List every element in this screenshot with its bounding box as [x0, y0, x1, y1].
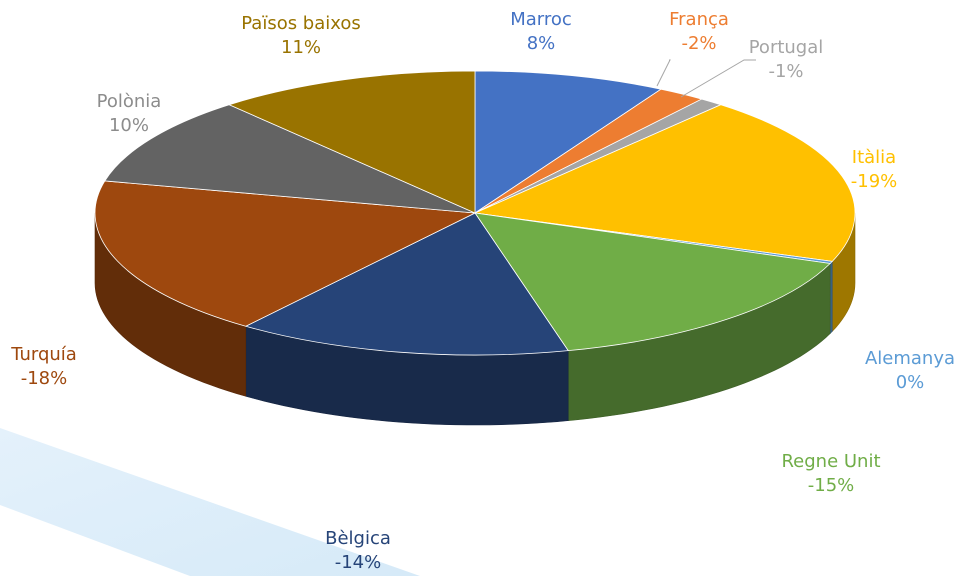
slice-value: 0% — [895, 372, 925, 393]
slice-value: -2% — [681, 33, 717, 54]
data-label-regne-unit: Regne Unit -15% — [781, 450, 880, 498]
slice-value: -18% — [20, 368, 68, 389]
slice-regne-unit — [474, 212, 831, 352]
slice-italia — [473, 104, 856, 262]
slice-value: 10% — [108, 115, 149, 136]
data-label-paisos-baixos: Països baixos 11% — [241, 12, 361, 60]
slice-value: -15% — [807, 475, 855, 496]
slice-name: Bèlgica — [325, 528, 391, 549]
pie-slices — [94, 70, 856, 356]
slice-name: França — [669, 9, 729, 30]
slice-name: Marroc — [510, 9, 572, 30]
leader-line-portugal — [680, 59, 756, 98]
slice-name: Itàlia — [851, 147, 897, 168]
data-label-alemanya: Alemanya 0% — [865, 347, 955, 395]
slice-name: Polònia — [96, 91, 162, 112]
data-label-marroc: Marroc 8% — [510, 8, 572, 56]
slice-value: -1% — [768, 61, 804, 82]
slice-paisos-baixos — [228, 70, 476, 214]
slice-value: -14% — [334, 552, 382, 573]
slice-side-alemanya — [829, 260, 833, 335]
slice-polonia — [104, 104, 476, 214]
leader-lines — [656, 59, 756, 98]
leader-line-franca — [656, 59, 671, 87]
slice-value: 8% — [526, 33, 556, 54]
slice-name: Països baixos — [241, 13, 361, 34]
data-label-franca: França -2% — [669, 8, 729, 56]
slice-name: Portugal — [748, 37, 824, 58]
data-label-turquia: Turquía -18% — [11, 343, 77, 391]
data-label-italia: Itàlia -19% — [851, 146, 898, 194]
slice-value: -19% — [850, 171, 898, 192]
background-stripe — [0, 428, 420, 576]
data-label-portugal: Portugal -1% — [749, 36, 824, 84]
slice-value: 11% — [280, 37, 322, 58]
data-label-polonia: Polònia 10% — [97, 90, 162, 138]
slice-name: Turquía — [11, 344, 77, 365]
data-label-belgica: Bèlgica -14% — [325, 527, 391, 575]
slice-name: Regne Unit — [781, 451, 881, 472]
slice-name: Alemanya — [864, 348, 956, 369]
slice-turquia — [94, 180, 477, 327]
slice-marroc — [474, 70, 663, 214]
slice-belgica — [244, 212, 569, 356]
